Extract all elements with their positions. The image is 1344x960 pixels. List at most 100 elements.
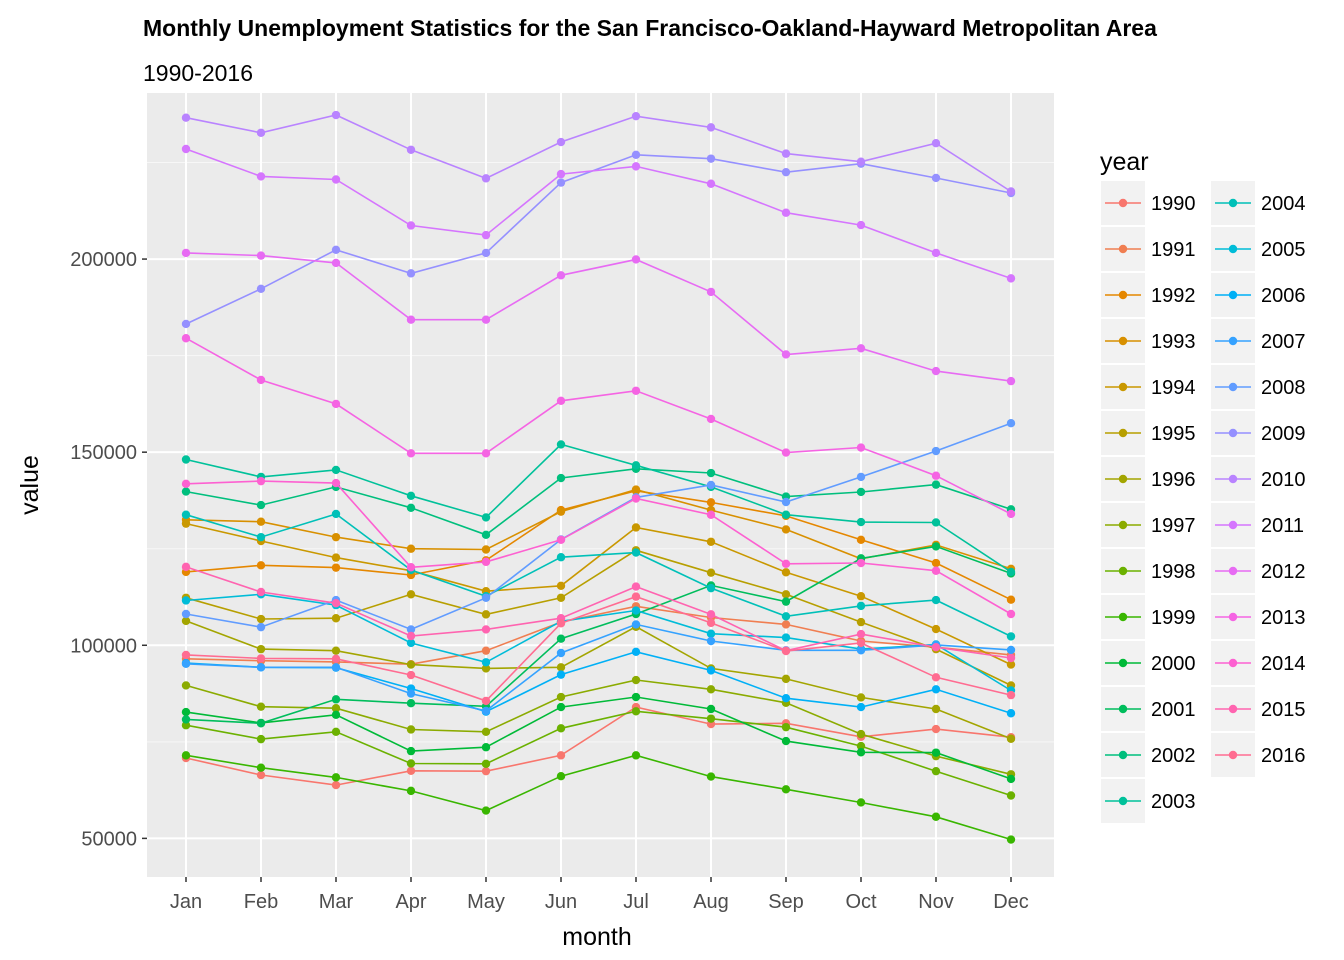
data-point	[331, 532, 341, 542]
data-point	[1006, 376, 1016, 386]
legend-key-point	[1118, 290, 1128, 300]
y-axis: 50000 100000 150000 200000	[70, 249, 147, 850]
legend-label: 1994	[1151, 377, 1196, 399]
legend-label: 1991	[1151, 239, 1196, 261]
data-point	[556, 169, 566, 179]
data-point	[181, 519, 191, 528]
legend-label: 1996	[1151, 469, 1196, 491]
data-point	[406, 746, 416, 756]
y-axis-title: value	[16, 455, 44, 515]
legend-item-2008: 2008	[1211, 365, 1306, 409]
data-point	[856, 646, 866, 655]
legend-key-point	[1118, 704, 1128, 714]
data-point	[931, 685, 941, 694]
data-point	[181, 707, 191, 717]
data-point	[181, 650, 191, 660]
data-point	[556, 473, 566, 483]
data-point	[481, 513, 491, 522]
y-tick-label: 200000	[70, 249, 137, 271]
data-point	[331, 646, 341, 655]
data-point	[706, 498, 716, 507]
data-point	[256, 763, 266, 772]
series-2004	[181, 509, 1016, 641]
data-point	[856, 748, 866, 757]
data-point	[856, 487, 866, 497]
legend-key-point	[1118, 612, 1128, 622]
data-point	[781, 525, 791, 534]
legend-item-1995: 1995	[1101, 411, 1196, 455]
legend-label: 2002	[1151, 745, 1196, 767]
data-point	[1006, 645, 1016, 655]
data-point	[481, 743, 491, 752]
data-point	[331, 110, 341, 120]
data-point	[406, 638, 416, 648]
data-point	[256, 476, 266, 486]
data-point	[256, 587, 266, 597]
data-point	[556, 440, 566, 449]
series-line	[185, 706, 1012, 786]
series-line	[185, 605, 1012, 666]
x-tick-label: Jul	[623, 891, 649, 913]
series-1999	[181, 751, 1016, 844]
data-point	[631, 582, 641, 591]
data-point	[1006, 509, 1016, 519]
data-point	[331, 695, 341, 704]
legend-key-point	[1228, 612, 1238, 622]
data-point	[856, 693, 866, 702]
legend-item-2003: 2003	[1101, 779, 1196, 823]
x-tick-label: Jan	[170, 891, 202, 913]
data-point	[781, 590, 791, 599]
x-axis: Jan Feb Mar Apr May Jun Jul Aug Sep Oct Nov Dec	[170, 877, 1029, 913]
legend-key-point	[1228, 198, 1238, 208]
data-point	[481, 646, 491, 655]
legend-key-point	[1118, 198, 1128, 208]
data-point	[331, 614, 341, 623]
plot-panel	[147, 93, 1054, 877]
series-2014	[181, 476, 1016, 619]
data-point	[481, 759, 491, 769]
data-point	[331, 780, 341, 790]
data-point	[856, 741, 866, 751]
series-1990	[181, 702, 1016, 790]
data-point	[856, 729, 866, 739]
data-point	[406, 221, 416, 230]
data-point	[331, 773, 341, 782]
data-point	[331, 654, 341, 663]
data-point	[331, 553, 341, 562]
series-line	[185, 443, 1012, 573]
legend-label: 2011	[1261, 515, 1304, 537]
y-tick-label: 100000	[70, 635, 137, 657]
legend-key-point	[1228, 244, 1238, 254]
series-line	[185, 545, 1012, 725]
legend-item-1990: 1990	[1101, 181, 1196, 225]
data-point	[556, 271, 566, 280]
chart-title: Monthly Unemployment Statistics for the …	[143, 15, 1157, 41]
data-point	[1006, 709, 1016, 718]
legend-label: 2010	[1261, 469, 1306, 491]
data-point	[931, 673, 941, 682]
data-point	[781, 674, 791, 684]
data-point	[931, 704, 941, 714]
data-point	[781, 448, 791, 457]
data-point	[931, 566, 941, 575]
legend-key-point	[1118, 750, 1128, 760]
legend-label: 2004	[1261, 193, 1306, 215]
data-point	[931, 766, 941, 776]
legend-label: 2016	[1261, 745, 1306, 767]
data-point	[931, 748, 941, 757]
legend-label: 2001	[1151, 699, 1196, 721]
data-point	[406, 449, 416, 458]
data-point	[856, 535, 866, 545]
series-line	[185, 114, 1012, 193]
data-point	[1006, 774, 1016, 784]
data-point	[556, 634, 566, 643]
legend-item-1999: 1999	[1101, 595, 1196, 639]
data-point	[406, 563, 416, 572]
data-point	[181, 659, 191, 669]
legend-label: 1997	[1151, 515, 1196, 537]
data-point	[1006, 419, 1016, 428]
data-point	[406, 145, 416, 154]
data-point	[481, 315, 491, 324]
data-point	[331, 663, 341, 672]
